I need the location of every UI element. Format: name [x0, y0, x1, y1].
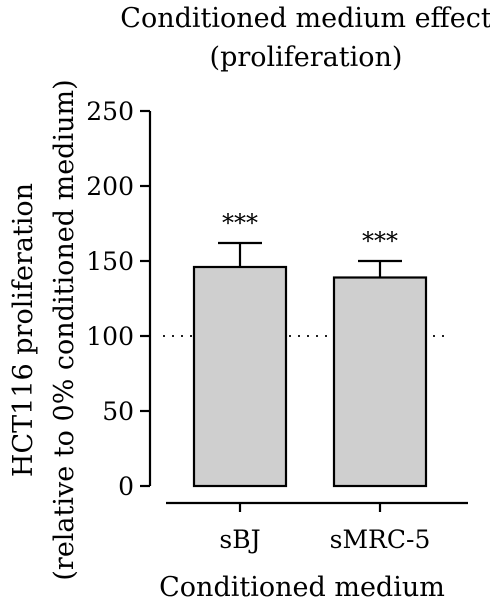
significance-label-smrc-5: *** — [362, 227, 398, 255]
bar-sbj — [192, 265, 288, 488]
significance-label-sbj: *** — [222, 209, 258, 237]
chart-title-line-1: Conditioned medium effect — [120, 3, 490, 34]
y-tick-label-200: 200 — [86, 172, 134, 201]
y-tick-label-250: 250 — [86, 97, 134, 126]
y-axis-title-line-2: (relative to 0% conditioned medium) — [49, 79, 80, 580]
x-axis-title: Conditioned medium — [159, 572, 445, 603]
y-tick-label-100: 100 — [86, 322, 134, 351]
chart-title-line-2: (proliferation) — [210, 42, 403, 73]
y-axis-title-line-1: HCT116 proliferation — [8, 183, 39, 477]
bar-smrc-5 — [332, 276, 428, 488]
y-tick-label-50: 50 — [102, 397, 134, 426]
category-label-sbj: sBJ — [219, 525, 260, 554]
category-label-smrc-5: sMRC-5 — [330, 525, 431, 554]
y-tick-label-0: 0 — [118, 472, 134, 501]
y-tick-label-150: 150 — [86, 247, 134, 276]
plot-area: 0 50 100 150 200 250 *** sBJ *** sMRC-5 — [86, 97, 468, 554]
